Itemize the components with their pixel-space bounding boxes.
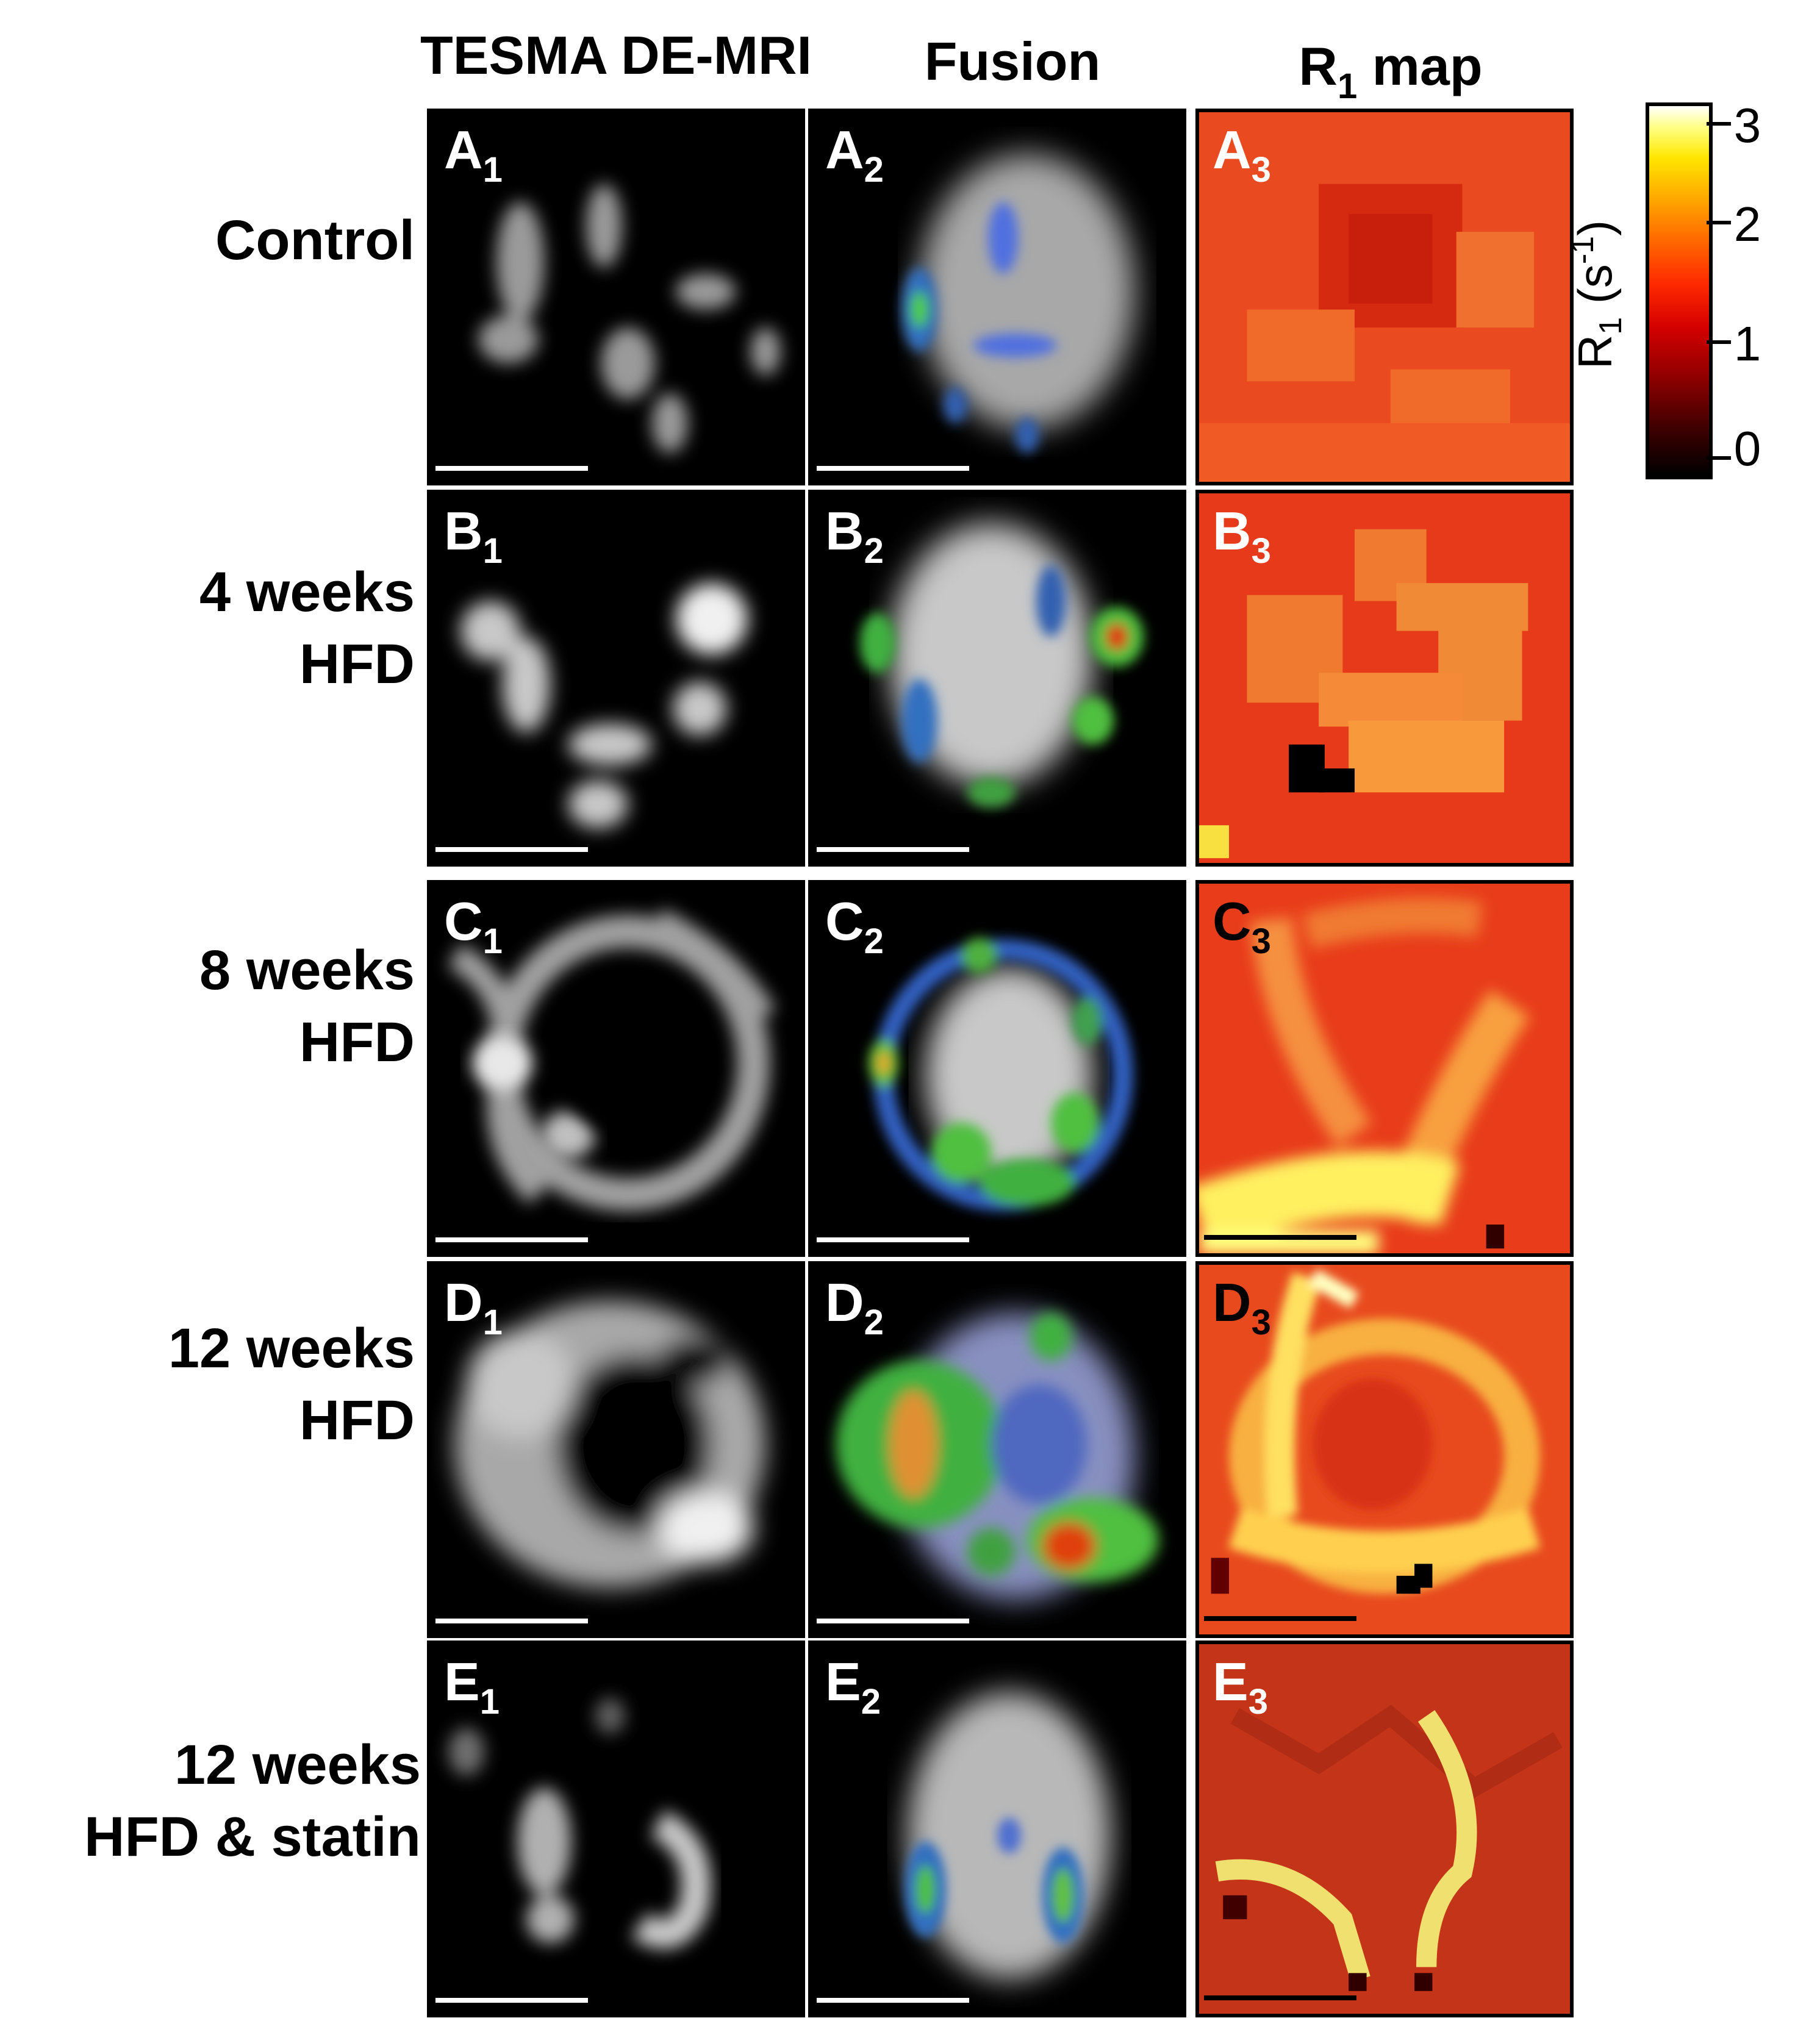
- row-label-line: HFD: [299, 1389, 415, 1451]
- column-header-fusion: Fusion: [924, 31, 1101, 91]
- scale-bar: [435, 1619, 588, 1623]
- colorbar-tick: [1707, 221, 1731, 224]
- panel-label: B2: [825, 501, 884, 571]
- panel-d3-r1-map: D3: [1195, 1261, 1574, 1638]
- panel-label: B1: [444, 501, 503, 571]
- panel-label: C2: [825, 891, 884, 962]
- row-label-line: HFD & statin: [84, 1806, 421, 1868]
- scale-bar: [1204, 1616, 1356, 1621]
- scale-bar: [817, 1619, 969, 1623]
- r1-map-word: map: [1357, 36, 1483, 96]
- panel-label: D3: [1213, 1272, 1271, 1343]
- r1-subscript: 1: [1337, 66, 1358, 106]
- panel-a3-r1-map: A3: [1195, 109, 1574, 485]
- r1-map-image: [1199, 1644, 1570, 2014]
- fusion-image: [869, 937, 1134, 1211]
- fusion-image: [901, 154, 1135, 453]
- colorbar-tick: [1707, 340, 1731, 344]
- colorbar-tick-label-2: 2: [1733, 197, 1761, 251]
- scale-bar: [817, 847, 969, 852]
- column-header-tesma: TESMA DE-MRI: [420, 25, 812, 85]
- colorbar: [1646, 102, 1713, 479]
- panel-c3-r1-map: C3: [1195, 880, 1574, 1257]
- panel-label: A1: [444, 120, 503, 190]
- r1-map-image: [1199, 112, 1570, 482]
- row-label-4-weeks-hfd: 4 weeks HFD: [37, 556, 415, 700]
- panel-c1-tesma: C1: [427, 880, 805, 1257]
- panel-label: C3: [1213, 891, 1271, 962]
- row-label-12-weeks-hfd-statin: 12 weeks HFD & statin: [24, 1729, 421, 1873]
- panel-d2-fusion: D2: [808, 1261, 1186, 1638]
- panel-label: C1: [444, 891, 503, 962]
- mri-image: [460, 583, 748, 829]
- mri-image: [448, 909, 776, 1211]
- mri-image: [448, 1698, 711, 1949]
- panel-a2-fusion: A2: [808, 109, 1186, 485]
- scale-bar: [435, 466, 588, 471]
- r1-map-image: [1199, 884, 1570, 1253]
- row-label-control: Control: [37, 204, 415, 276]
- mri-image: [478, 184, 781, 453]
- row-label-line: HFD: [299, 1011, 415, 1073]
- scale-bar: [1204, 1235, 1356, 1240]
- row-label-line: 8 weeks: [199, 939, 415, 1001]
- row-label-12-weeks-hfd: 12 weeks HFD: [37, 1312, 415, 1456]
- row-label-line: HFD: [299, 633, 415, 695]
- panel-label: E1: [444, 1651, 500, 1722]
- colorbar-tick: [1707, 456, 1731, 460]
- row-label-line: 12 weeks: [168, 1317, 415, 1379]
- row-label-8-weeks-hfd: 8 weeks HFD: [37, 934, 415, 1078]
- colorbar-tick-label-0: 0: [1733, 421, 1761, 476]
- panel-e3-r1-map: E3: [1195, 1641, 1574, 2017]
- panel-a1-tesma: A1: [427, 109, 805, 485]
- r1-map-image: [1199, 493, 1570, 863]
- colorbar-title: R1 (s-1): [1565, 220, 1628, 370]
- panel-label: D2: [825, 1272, 884, 1343]
- fusion-image: [859, 523, 1144, 807]
- r1-map-image: [1199, 1265, 1570, 1634]
- fusion-image: [836, 1312, 1159, 1600]
- row-label-line: 4 weeks: [199, 561, 415, 623]
- panel-label: E2: [825, 1651, 881, 1722]
- panel-e2-fusion: E2: [808, 1641, 1186, 2017]
- colorbar-tick-label-1: 1: [1733, 317, 1761, 371]
- mri-image: [454, 1300, 766, 1588]
- panel-label: E3: [1213, 1651, 1268, 1722]
- panel-label: B3: [1213, 501, 1271, 571]
- panel-c2-fusion: C2: [808, 880, 1186, 1257]
- panel-b1-tesma: B1: [427, 490, 805, 867]
- scale-bar: [435, 1998, 588, 2003]
- scale-bar: [1204, 1995, 1356, 2000]
- scale-bar: [817, 466, 969, 471]
- scale-bar: [817, 1998, 969, 2003]
- panel-e1-tesma: E1: [427, 1641, 805, 2017]
- panel-d1-tesma: D1: [427, 1261, 805, 1638]
- scale-bar: [817, 1237, 969, 1242]
- panel-label: D1: [444, 1272, 503, 1343]
- panel-label: A2: [825, 120, 884, 190]
- colorbar-tick: [1707, 122, 1731, 126]
- row-label-line: 12 weeks: [174, 1734, 421, 1796]
- scale-bar: [435, 847, 588, 852]
- r1-letter: R: [1299, 36, 1338, 96]
- column-header-r1-map: R1 map: [1195, 35, 1586, 107]
- scale-bar: [435, 1237, 588, 1242]
- colorbar-tick-label-3: 3: [1733, 98, 1761, 152]
- panel-b2-fusion: B2: [808, 490, 1186, 867]
- row-label-line: Control: [215, 209, 415, 271]
- fusion-image: [905, 1692, 1111, 1980]
- panel-label: A3: [1213, 120, 1271, 190]
- panel-b3-r1-map: B3: [1195, 490, 1574, 867]
